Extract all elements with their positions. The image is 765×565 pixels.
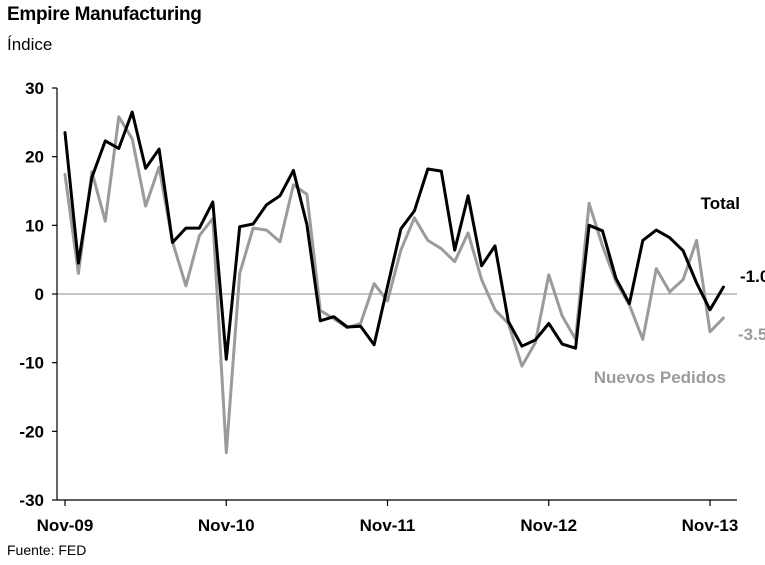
x-tick-label: Nov-13 bbox=[682, 516, 739, 535]
y-tick-label: -20 bbox=[19, 422, 44, 441]
y-tick-label: 0 bbox=[35, 285, 44, 304]
end-value-label-total: -1.0 bbox=[740, 267, 765, 286]
y-tick-label: -10 bbox=[19, 354, 44, 373]
x-tick-label: Nov-09 bbox=[37, 516, 94, 535]
chart-title: Empire Manufacturing bbox=[7, 4, 202, 25]
y-tick-label: 10 bbox=[25, 216, 44, 235]
series-label-total: Total bbox=[701, 194, 740, 213]
series-label-nuevos-pedidos: Nuevos Pedidos bbox=[594, 368, 726, 387]
series-line-total bbox=[63, 110, 725, 361]
x-tick-label: Nov-12 bbox=[520, 516, 577, 535]
chart-subtitle: Índice bbox=[7, 35, 53, 54]
series-line-nuevos-pedidos bbox=[63, 115, 725, 455]
y-tick-label: 20 bbox=[25, 148, 44, 167]
source-note: Fuente: FED bbox=[7, 542, 87, 558]
y-tick-label: -30 bbox=[19, 491, 44, 510]
y-tick-label: 30 bbox=[25, 79, 44, 98]
end-value-label-nuevos-pedidos: -3.5 bbox=[738, 325, 765, 344]
x-tick-label: Nov-10 bbox=[198, 516, 255, 535]
x-tick-label: Nov-11 bbox=[360, 516, 416, 535]
